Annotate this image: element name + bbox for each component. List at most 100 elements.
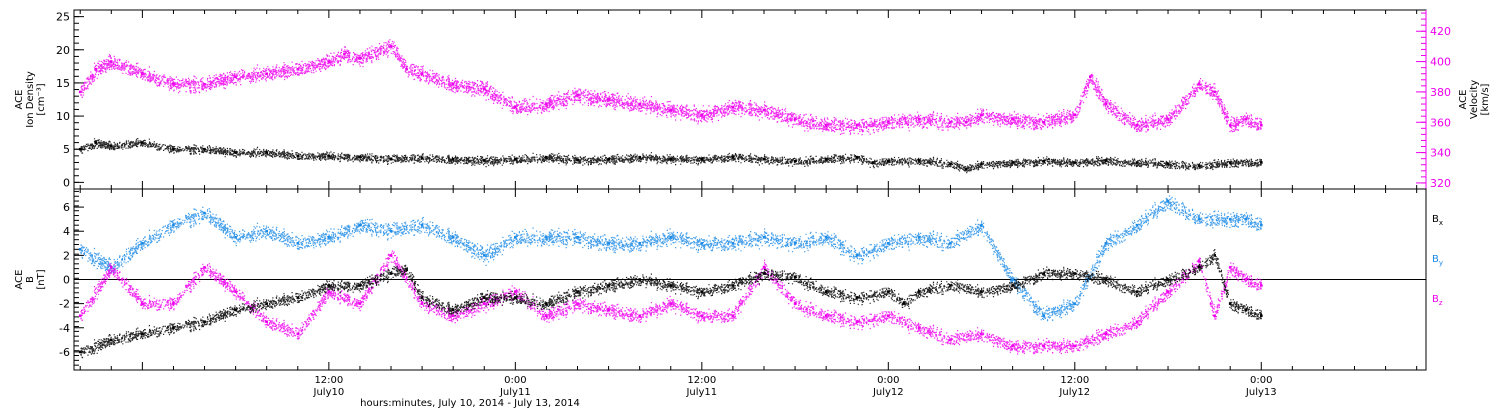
bx-point	[203, 320, 206, 323]
bz-point	[358, 302, 362, 305]
by-point	[949, 242, 952, 245]
density-axis-title-line: ACE	[14, 90, 25, 110]
by-point	[607, 242, 610, 245]
bx-point	[358, 284, 362, 287]
velocity-point	[172, 83, 175, 86]
bz-point	[731, 314, 735, 317]
legend-subscript: y	[1439, 259, 1443, 267]
velocity-point	[1197, 83, 1201, 86]
bz-point	[824, 314, 828, 317]
velocity-point	[700, 113, 704, 116]
density-point	[172, 147, 175, 151]
density-point	[1011, 161, 1014, 164]
time-axis: 12:00July100:00July1112:00July110:00July…	[79, 10, 1418, 398]
by-point	[141, 242, 144, 245]
density-point	[389, 157, 393, 161]
density-point	[855, 155, 859, 159]
velocity-point	[607, 98, 610, 101]
bx-point	[451, 308, 455, 311]
bz-point	[110, 266, 113, 269]
legend-entry-y: By	[1432, 254, 1443, 267]
bz-point	[1073, 344, 1077, 348]
by-point	[545, 236, 548, 239]
velocity-point	[545, 102, 548, 106]
density-point	[1104, 159, 1108, 162]
velocity-axis-title-line: [km/s]	[1480, 83, 1491, 115]
velocity-point	[918, 117, 921, 121]
velocity-point	[327, 60, 331, 63]
velocity-point	[389, 45, 393, 48]
density-point	[451, 157, 455, 161]
by-point	[78, 248, 82, 251]
by-point	[451, 236, 455, 239]
density-point	[296, 154, 300, 158]
date-tick-label: July13	[1245, 387, 1277, 398]
by-point	[980, 223, 983, 227]
density-point	[964, 167, 968, 171]
bx-point	[855, 296, 859, 299]
density-point	[669, 157, 672, 161]
by-point	[762, 236, 766, 239]
by-point	[638, 242, 641, 245]
density-point	[731, 155, 735, 159]
bz-point	[234, 290, 237, 293]
by-point	[1011, 278, 1014, 281]
by-point	[1042, 314, 1045, 317]
density-point	[949, 162, 952, 166]
bx-point	[1213, 254, 1216, 257]
density-axis-tick-label: 25	[56, 11, 70, 24]
by-point	[700, 242, 704, 245]
velocity-axis-tick-label: 380	[1430, 86, 1451, 99]
density-axis-tick-label: 0	[63, 176, 70, 189]
velocity-point	[964, 121, 968, 124]
bx-point	[824, 290, 828, 293]
velocity-point	[203, 83, 206, 86]
velocity-axis-title: ACEVelocity[km/s]	[1458, 80, 1491, 119]
by-point	[234, 236, 237, 239]
bx-point	[405, 268, 408, 272]
velocity-axis-tick-label: 340	[1430, 147, 1451, 160]
bx-point	[731, 284, 735, 287]
density-point	[203, 147, 206, 151]
bx-point	[172, 326, 175, 330]
bx-point	[918, 290, 921, 293]
velocity-point	[296, 67, 300, 71]
date-tick-label: July11	[685, 387, 717, 398]
bx-point	[1042, 272, 1045, 275]
density-axis-title: ACEIon Density[cm⁻³]	[14, 71, 47, 128]
velocity-point	[1244, 117, 1247, 121]
by-point	[731, 242, 735, 245]
bz-point	[1260, 284, 1263, 287]
bz-point	[855, 320, 859, 323]
bz-point	[78, 314, 82, 317]
density-point	[1073, 161, 1077, 164]
velocity-point	[514, 105, 517, 109]
legend-entry-x: Bx	[1432, 214, 1443, 227]
by-point	[296, 242, 300, 245]
velocity-point	[980, 113, 983, 116]
velocity-point	[731, 105, 735, 109]
velocity-axis-tick-label: 400	[1430, 56, 1451, 69]
date-tick-label: July10	[313, 387, 345, 398]
density-point	[327, 154, 331, 158]
bx-point	[545, 302, 548, 305]
bx-point	[389, 272, 393, 275]
density-point	[1166, 162, 1170, 166]
bz-point	[141, 302, 144, 305]
bx-point	[514, 296, 517, 299]
legend-subscript: x	[1439, 219, 1443, 227]
density-point	[1042, 159, 1045, 163]
velocity-point	[78, 90, 82, 94]
legend-label: B	[1432, 254, 1439, 265]
by-point	[1073, 302, 1077, 305]
velocity-point	[1042, 121, 1045, 124]
bz-point	[203, 266, 206, 269]
bz-point	[514, 290, 517, 293]
by-point	[1166, 199, 1170, 203]
velocity-point	[234, 75, 237, 78]
by-point	[327, 236, 331, 239]
bz-point	[1213, 314, 1216, 317]
